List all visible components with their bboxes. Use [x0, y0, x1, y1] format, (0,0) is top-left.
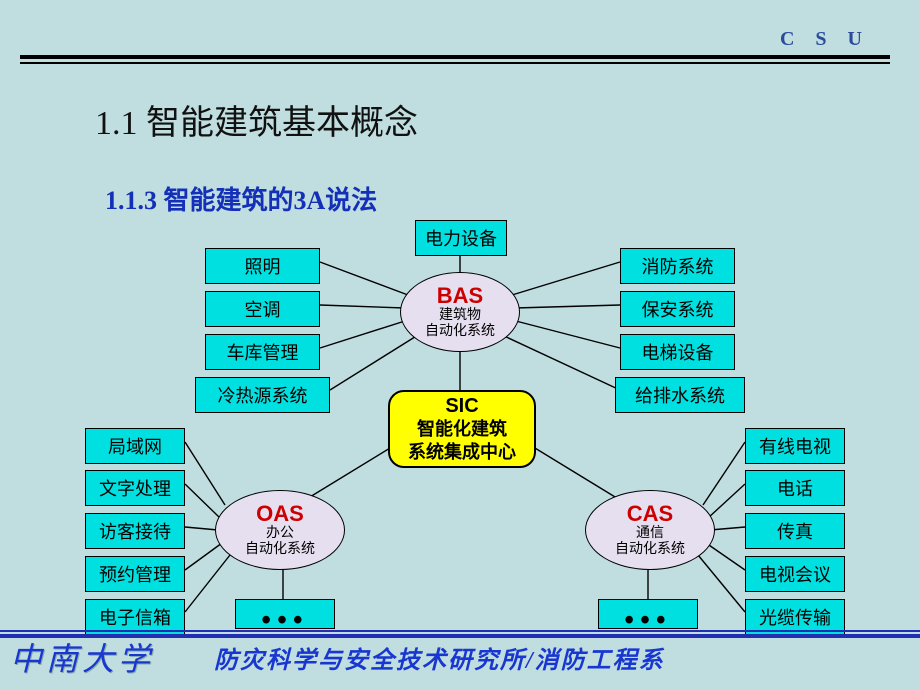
bas-right-0: 消防系统 [620, 248, 735, 284]
bas-line1: 建筑物 [439, 308, 481, 324]
oas-left-3: 预约管理 [85, 556, 185, 592]
bas-line2: 自动化系统 [425, 324, 495, 340]
page-title: 1.1 智能建筑基本概念 [95, 95, 418, 144]
oas-left-1: 文字处理 [85, 470, 185, 506]
bas-node: BAS 建筑物 自动化系统 [400, 272, 520, 352]
oas-left-0: 局域网 [85, 428, 185, 464]
section-title: 1.1.3 智能建筑的3A说法 [105, 180, 377, 217]
bas-top-box: 电力设备 [415, 220, 507, 256]
sic-abbr: SIC [445, 395, 478, 418]
cas-line1: 通信 [636, 526, 664, 542]
oas-line2: 自动化系统 [245, 542, 315, 558]
bas-left-2: 车库管理 [205, 334, 320, 370]
rule-thin [20, 62, 890, 64]
csu-mark: C S U [780, 28, 870, 51]
footer: 中南大学 防灾科学与安全技术研究所/消防工程系 [0, 634, 920, 680]
cas-right-1: 电话 [745, 470, 845, 506]
oas-more-box: ••• [235, 599, 335, 629]
bas-abbr: BAS [437, 284, 483, 308]
bas-left-1: 空调 [205, 291, 320, 327]
department-name: 防灾科学与安全技术研究所/消防工程系 [214, 640, 665, 675]
cas-line2: 自动化系统 [615, 542, 685, 558]
bas-right-2: 电梯设备 [620, 334, 735, 370]
sic-node: SIC 智能化建筑 系统集成中心 [388, 390, 536, 468]
cas-node: CAS 通信 自动化系统 [585, 490, 715, 570]
oas-node: OAS 办公 自动化系统 [215, 490, 345, 570]
cas-right-2: 传真 [745, 513, 845, 549]
sic-line2: 系统集成中心 [408, 441, 516, 464]
oas-left-2: 访客接待 [85, 513, 185, 549]
cas-right-0: 有线电视 [745, 428, 845, 464]
bas-right-3: 给排水系统 [615, 377, 745, 413]
sic-line1: 智能化建筑 [417, 418, 507, 441]
rule-thick [20, 55, 890, 59]
bas-right-1: 保安系统 [620, 291, 735, 327]
cas-right-3: 电视会议 [745, 556, 845, 592]
cas-abbr: CAS [627, 502, 673, 526]
university-name: 中南大学 [10, 634, 154, 680]
bas-left-3: 冷热源系统 [195, 377, 330, 413]
oas-abbr: OAS [256, 502, 304, 526]
bas-left-0: 照明 [205, 248, 320, 284]
diagram: SIC 智能化建筑 系统集成中心 BAS 建筑物 自动化系统 OAS 办公 自动… [0, 220, 920, 640]
footer-rule-thin [0, 630, 920, 632]
cas-more-box: ••• [598, 599, 698, 629]
oas-line1: 办公 [266, 526, 294, 542]
